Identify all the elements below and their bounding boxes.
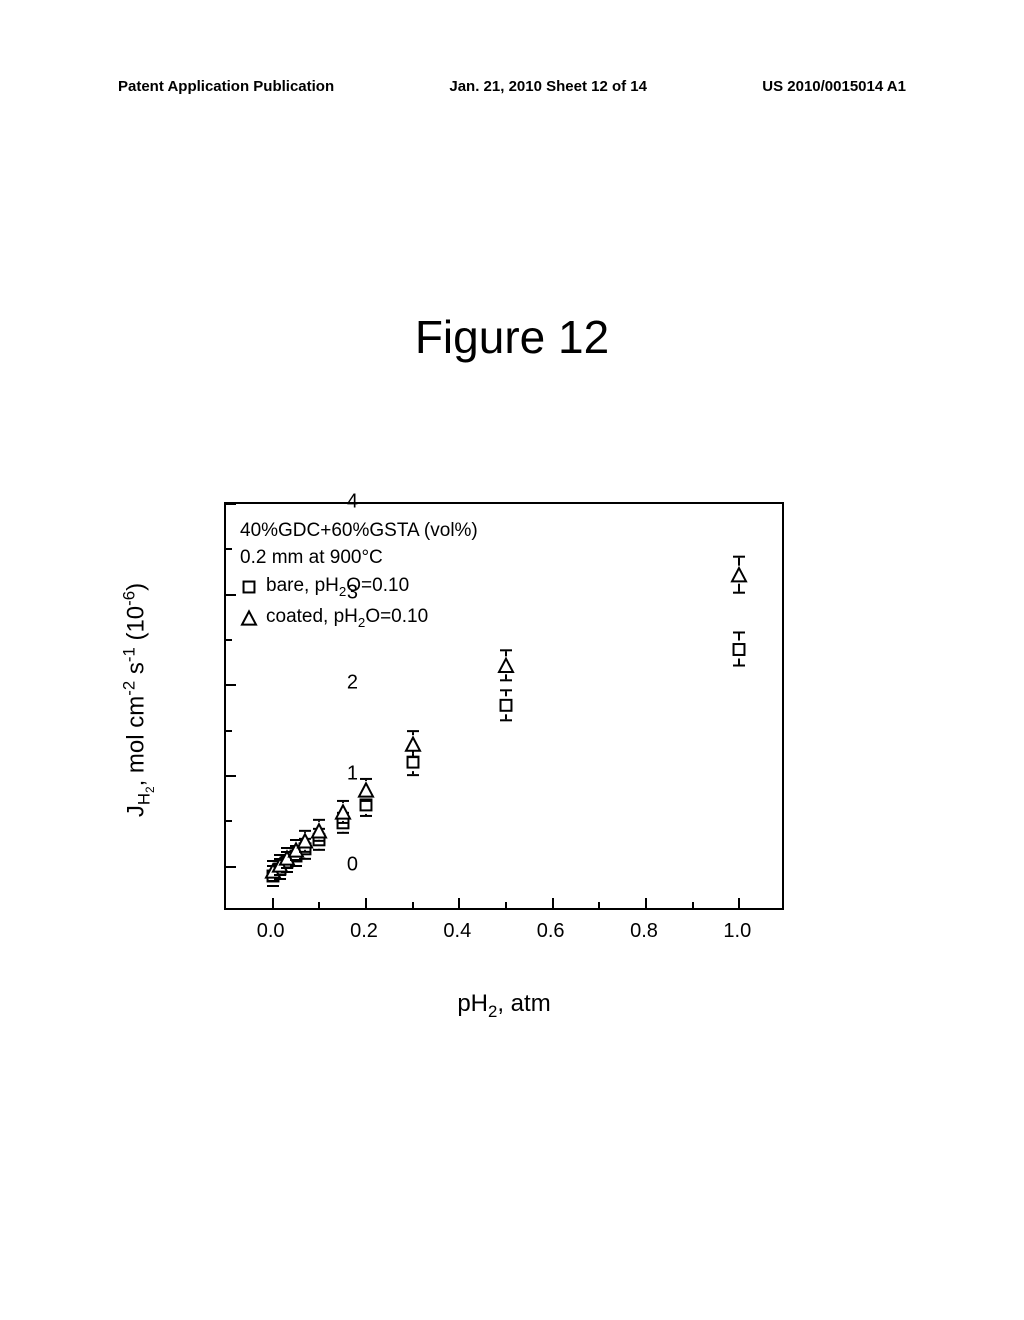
header-center: Jan. 21, 2010 Sheet 12 of 14	[449, 78, 647, 95]
y-tick-label: 2	[347, 672, 358, 695]
triangle-marker-icon	[357, 781, 375, 799]
data-point	[310, 819, 328, 841]
data-point	[357, 778, 375, 802]
x-tick-label: 0.8	[630, 920, 658, 943]
triangle-marker-icon	[334, 803, 352, 821]
figure-title: Figure 12	[0, 310, 1024, 364]
data-point	[334, 800, 352, 824]
legend-row: bare, pH2O=0.10	[240, 573, 478, 601]
data-point	[730, 632, 748, 667]
triangle-marker-icon	[497, 656, 515, 674]
legend-row: coated, pH2O=0.10	[240, 604, 478, 632]
triangle-marker-icon	[404, 735, 422, 753]
y-tick-label: 0	[347, 853, 358, 876]
data-point	[404, 730, 422, 758]
x-tick-label: 0.2	[350, 920, 378, 943]
y-axis-label: JH2, mol cm-2 s-1 (10-6)	[119, 583, 156, 817]
page-header: Patent Application Publication Jan. 21, …	[0, 78, 1024, 95]
data-point	[730, 555, 748, 594]
data-point	[497, 690, 515, 721]
data-point	[497, 650, 515, 681]
legend-title-line: 40%GDC+60%GSTA (vol%)	[240, 518, 478, 545]
legend-title-line: 0.2 mm at 900°C	[240, 545, 478, 572]
legend-label: bare, pH2O=0.10	[266, 573, 409, 601]
legend-label: coated, pH2O=0.10	[266, 604, 428, 632]
y-tick-label: 4	[347, 491, 358, 514]
y-tick-label: 1	[347, 763, 358, 786]
triangle-marker-icon	[310, 821, 328, 839]
chart-legend: 40%GDC+60%GSTA (vol%)0.2 mm at 900°Cbare…	[240, 518, 478, 632]
y-tick-label: 3	[347, 581, 358, 604]
x-tick-label: 0.0	[257, 920, 285, 943]
square-marker-icon	[730, 640, 748, 658]
header-right: US 2010/0015014 A1	[762, 78, 906, 95]
x-tick-label: 1.0	[723, 920, 751, 943]
triangle-marker-icon	[730, 566, 748, 584]
header-left: Patent Application Publication	[118, 78, 334, 95]
plot-area: 40%GDC+60%GSTA (vol%)0.2 mm at 900°Cbare…	[224, 502, 784, 910]
scatter-chart: JH2, mol cm-2 s-1 (10-6) pH2, atm 40%GDC…	[140, 490, 840, 1050]
x-axis-label: pH2, atm	[457, 990, 550, 1022]
triangle-marker-icon	[240, 609, 258, 627]
x-tick-label: 0.6	[537, 920, 565, 943]
square-marker-icon	[240, 578, 258, 596]
x-tick-label: 0.4	[443, 920, 471, 943]
square-marker-icon	[497, 696, 515, 714]
